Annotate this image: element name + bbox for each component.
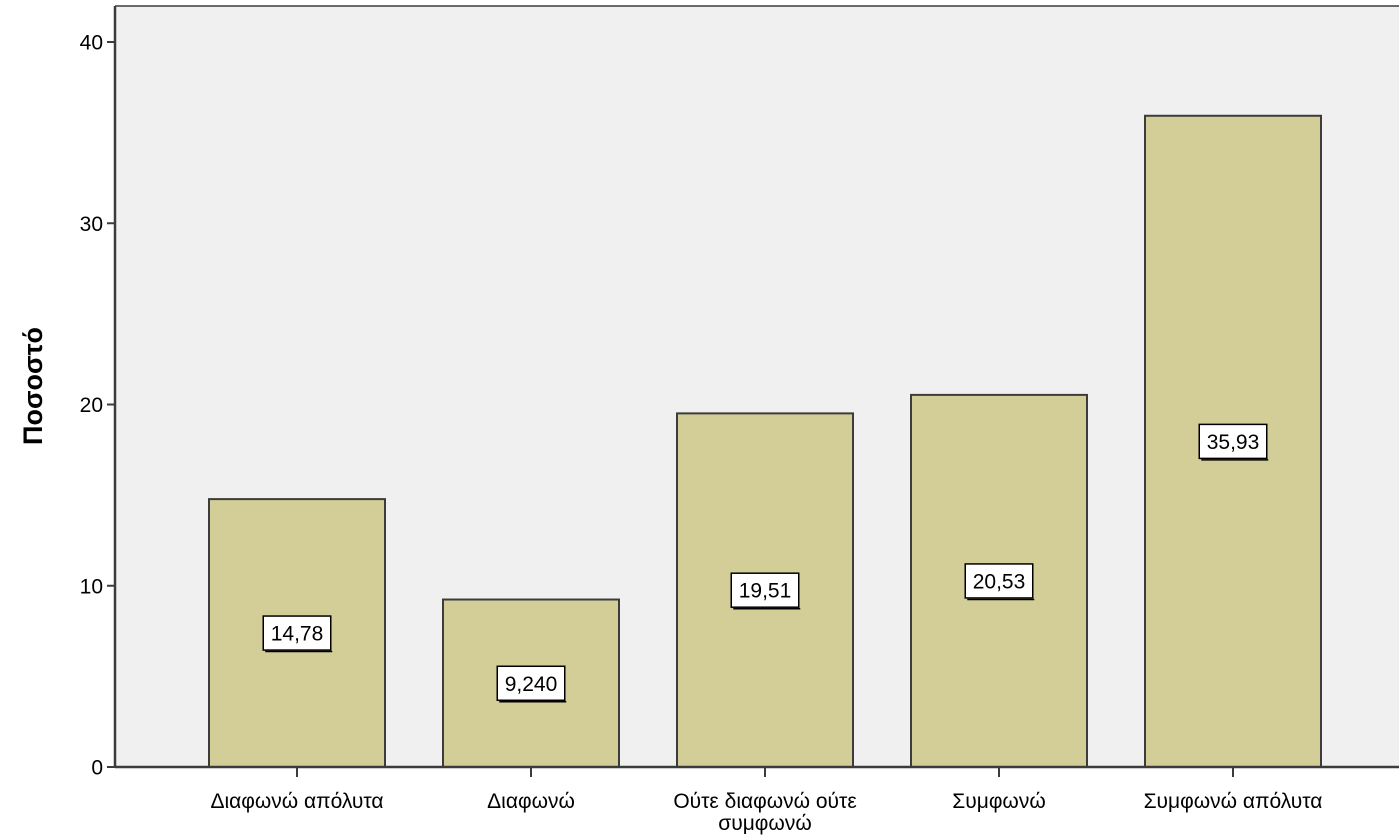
data-label-value: 14,78 <box>271 623 324 646</box>
y-tick-label: 0 <box>91 757 103 780</box>
data-label-value: 19,51 <box>739 580 792 603</box>
data-label-value: 9,240 <box>505 673 558 696</box>
y-tick-label: 40 <box>80 32 103 55</box>
data-label: 9,240 <box>496 665 567 703</box>
data-label: 19,51 <box>730 572 801 610</box>
x-tick-label-line: Συμφωνώ απόλυτα <box>1144 790 1323 813</box>
data-label: 35,93 <box>1198 423 1269 461</box>
y-tick-label: 10 <box>80 575 103 598</box>
data-label-box <box>730 572 800 608</box>
x-tick-label-line: συμφωνώ <box>718 812 811 835</box>
data-label: 14,78 <box>262 615 333 653</box>
x-tick-label-line: Ούτε διαφωνώ ούτε <box>673 790 856 813</box>
x-tick-label: Συμφωνώ <box>952 790 1045 813</box>
x-tick-label: Διαφωνώ <box>487 790 575 813</box>
y-tick-label: 20 <box>80 394 103 417</box>
data-label: 20,53 <box>964 563 1035 601</box>
labels-layer: 14,78 9,240 19,51 20,53 35,93 <box>262 423 1269 703</box>
axes-layer: 0 10 20 30 40 Διαφωνώ απόλυτα Διαφωνώ Ούτε διαφ… <box>80 5 1399 835</box>
x-tick-label-line: Διαφωνώ <box>487 790 575 813</box>
y-axis-title: Ποσοστό <box>18 327 48 445</box>
y-tick-label: 30 <box>80 213 103 236</box>
x-tick-label: Συμφωνώ απόλυτα <box>1144 790 1323 813</box>
data-label-box <box>262 615 332 651</box>
x-tick-label: Διαφωνώ απόλυτα <box>210 790 383 813</box>
data-label-box <box>964 563 1034 599</box>
data-label-box <box>1198 423 1268 460</box>
x-tick-label-line: Συμφωνώ <box>952 790 1045 813</box>
x-tick-label-line: Διαφωνώ απόλυτα <box>210 790 383 813</box>
data-label-box <box>496 665 566 702</box>
data-label-value: 35,93 <box>1207 431 1260 454</box>
x-tick-label: Ούτε διαφωνώ ούτε συμφωνώ <box>673 790 856 835</box>
data-label-value: 20,53 <box>973 570 1026 593</box>
